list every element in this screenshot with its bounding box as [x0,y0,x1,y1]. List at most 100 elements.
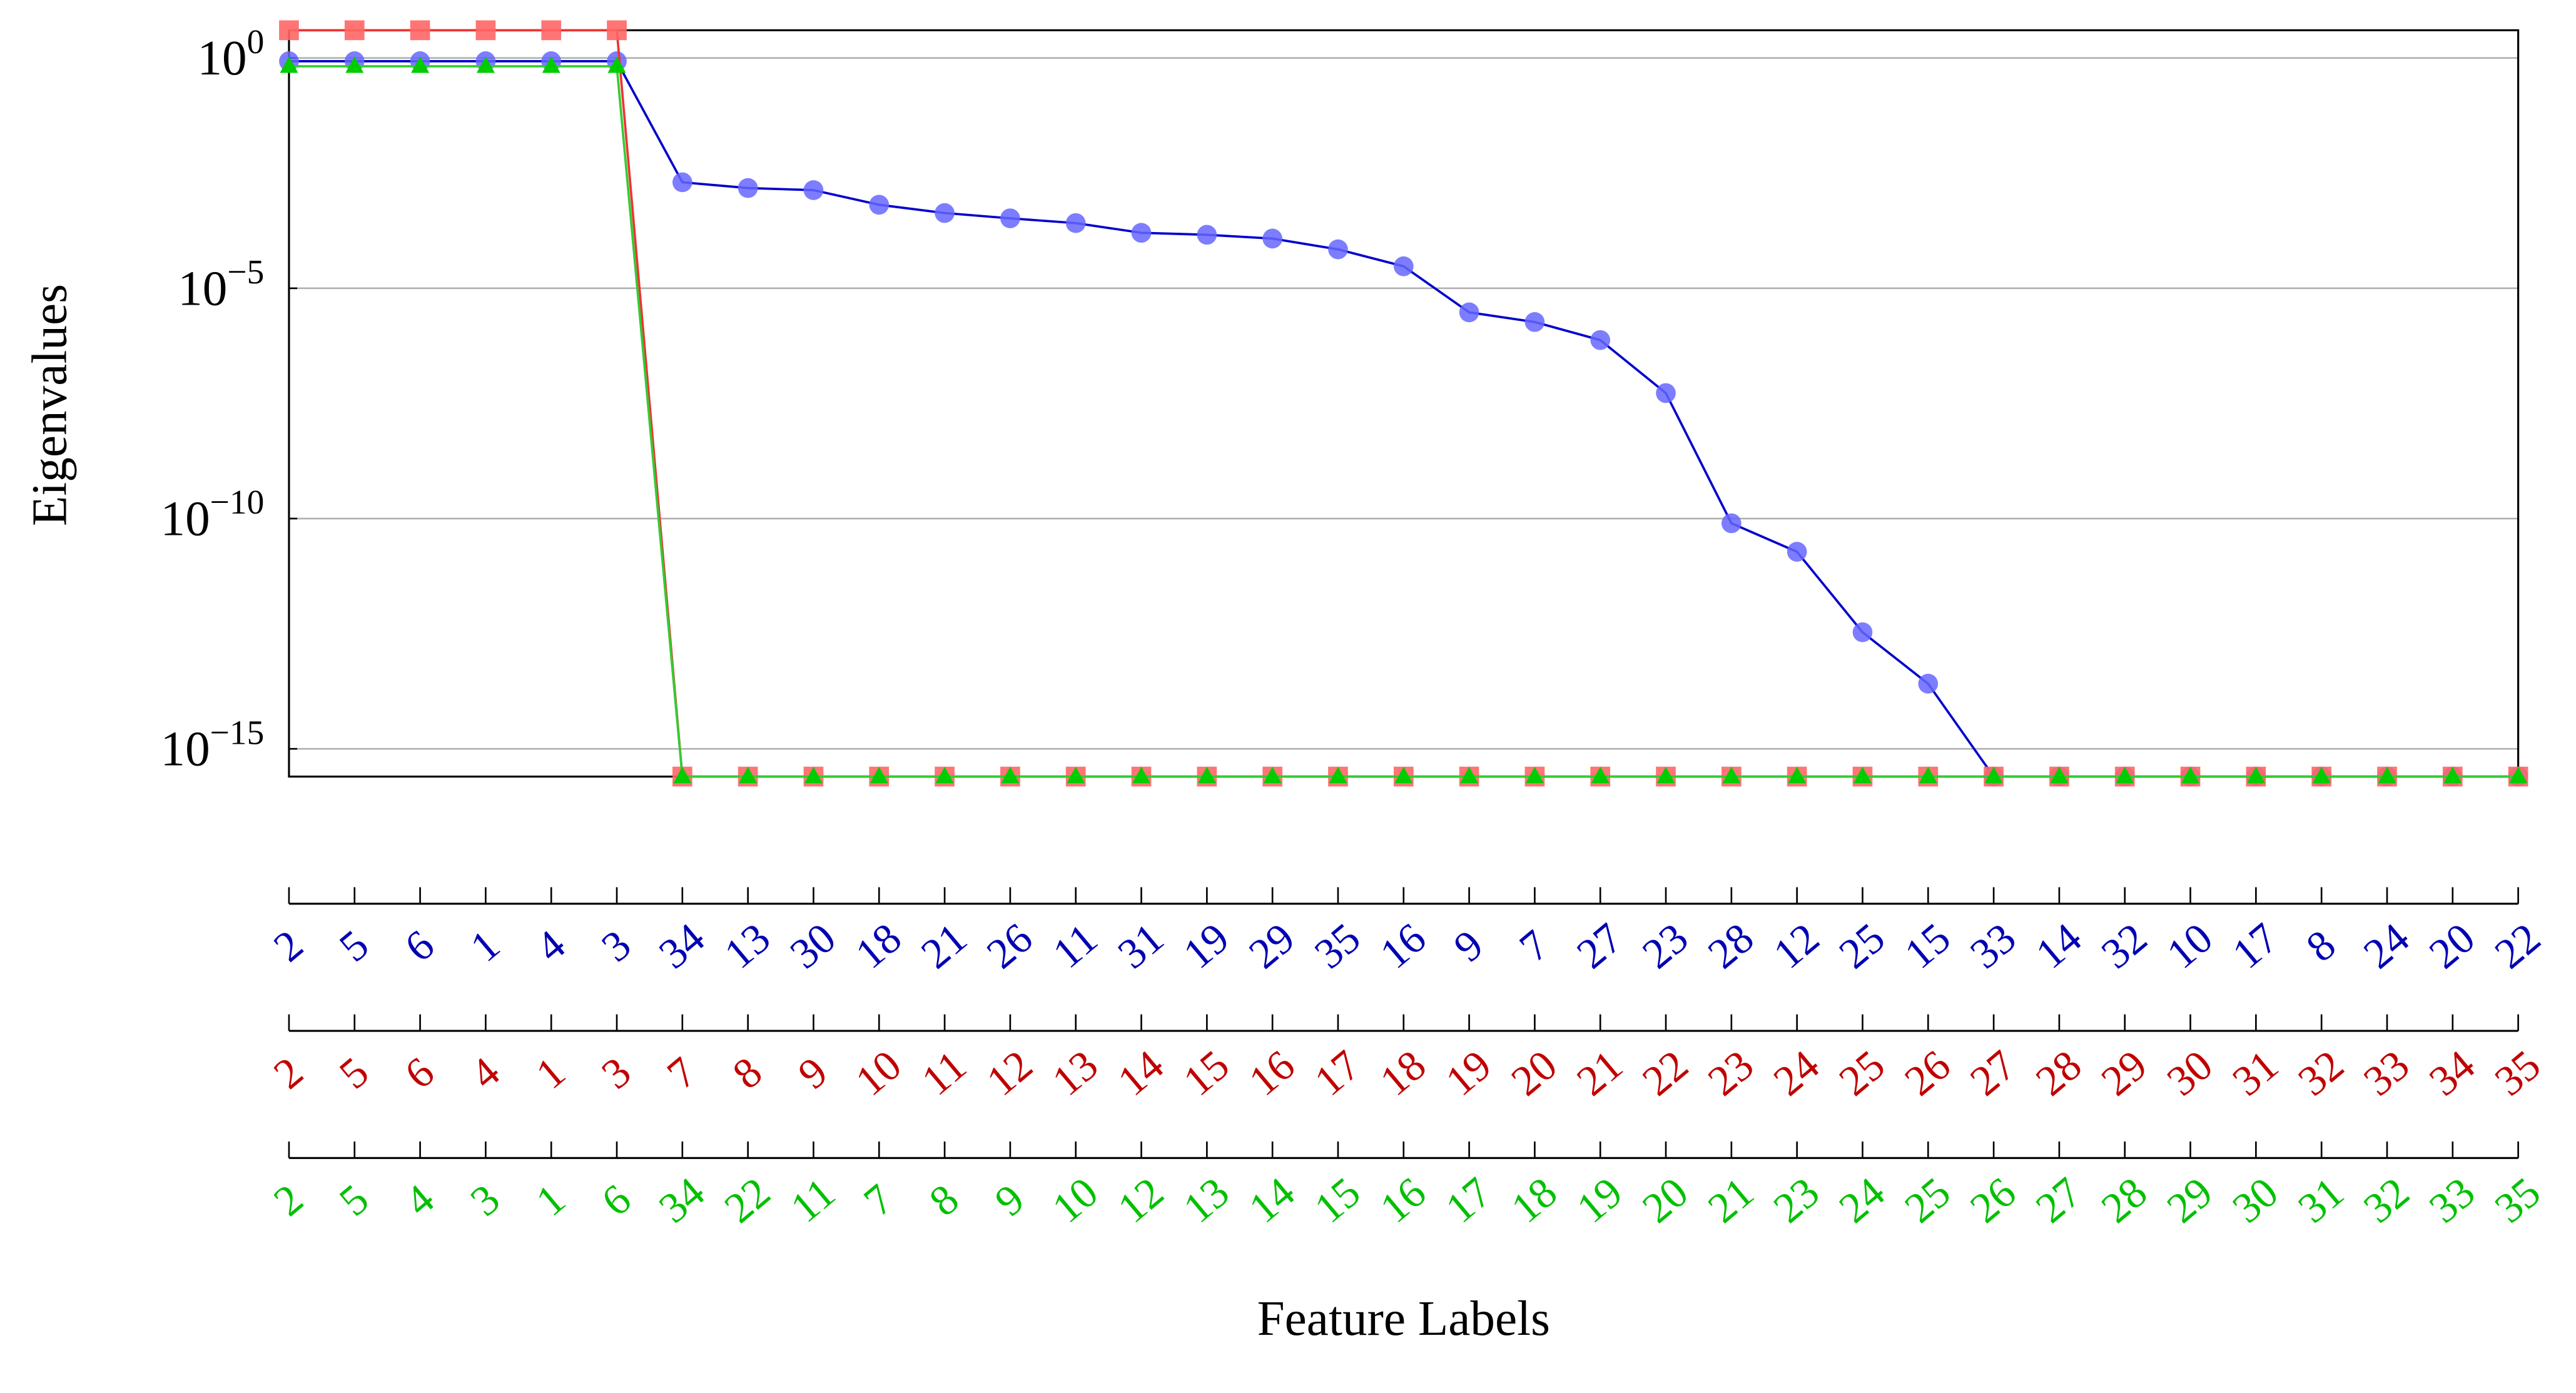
y-tick-exponent: 0 [247,23,265,61]
category-label: 31 [2223,1041,2286,1105]
data-point [2443,766,2462,784]
category-label: 11 [782,1168,844,1232]
category-label: 2 [265,921,312,971]
category-label: 35 [1306,914,1369,978]
category-label: 14 [1109,1041,1172,1105]
series-line [288,60,2518,778]
category-label: 33 [1961,914,2024,978]
y-tick-base: 10 [160,491,210,546]
category-label: 31 [2289,1168,2352,1232]
data-point [1853,766,1872,784]
category-label: 2 [265,1048,312,1098]
category-label: 32 [2289,1041,2352,1105]
category-label: 10 [1043,1168,1107,1232]
category-label: 13 [1043,1041,1107,1105]
category-label: 9 [1445,921,1492,971]
category-label: 5 [330,1175,377,1225]
category-label: 14 [1240,1168,1303,1232]
data-point [344,20,365,41]
data-point [1722,513,1742,534]
category-label: 7 [854,1175,901,1225]
data-point [345,56,364,73]
data-point [476,56,495,73]
data-point [2378,766,2396,784]
data-point [869,195,890,215]
category-label: 3 [462,1175,509,1225]
category-label: 25 [1830,1041,1894,1105]
category-label: 16 [1371,1168,1434,1232]
category-label: 29 [2158,1168,2221,1232]
data-point [935,766,954,784]
data-point [1131,223,1152,243]
data-point [673,766,692,784]
category-label: 16 [1240,1041,1303,1105]
category-label: 17 [1306,1041,1369,1105]
series-line [288,65,2518,778]
data-point [1394,766,1413,784]
category-label: 4 [527,921,574,971]
category-label: 26 [1961,1168,2024,1232]
category-label: 23 [1699,1041,1762,1105]
category-label: 10 [846,1041,910,1105]
category-label: 24 [1830,1168,1894,1232]
category-label: 22 [1633,1041,1696,1105]
data-point [1722,766,1741,784]
category-label: 12 [1109,1168,1172,1232]
category-label: 25 [1830,914,1894,978]
data-point [1525,766,1544,784]
data-point [1984,766,2003,784]
category-label: 28 [1699,914,1762,978]
category-label: 4 [462,1048,509,1098]
data-point [607,20,627,41]
category-label: 33 [2355,1041,2418,1105]
data-point [541,20,562,41]
category-label: 15 [1306,1168,1369,1232]
category-label: 14 [2027,914,2090,978]
category-label: 27 [2027,1168,2090,1232]
y-tick-exponent: −5 [227,253,264,291]
category-label: 28 [2092,1168,2156,1232]
data-point [2312,766,2331,784]
category-label: 19 [1437,1041,1500,1105]
category-label: 29 [2092,1041,2156,1105]
data-point [1918,674,1939,694]
category-label: 34 [2420,1041,2483,1105]
data-point [935,203,955,223]
data-point [410,20,430,41]
category-label: 19 [1174,914,1237,978]
data-point [738,178,758,198]
category-label: 21 [912,914,975,978]
category-label: 5 [330,1048,377,1098]
category-label: 13 [1174,1168,1237,1232]
data-point [280,56,298,73]
category-label: 21 [1699,1168,1762,1232]
category-label: 25 [1895,1168,1959,1232]
category-label: 23 [1633,914,1696,978]
category-label: 27 [1568,914,1631,978]
category-label: 1 [527,1175,574,1225]
data-point [739,766,758,784]
category-label: 32 [2355,1168,2418,1232]
category-label: 6 [396,921,443,971]
category-label: 30 [2158,1041,2221,1105]
data-point [1262,228,1282,249]
data-point [1197,766,1216,784]
y-tick-label: 100 [197,23,264,86]
y-tick-base: 10 [178,261,227,316]
category-label: 12 [978,1041,1041,1105]
category-label: 32 [2092,914,2156,978]
data-point [1197,225,1217,245]
category-label: 5 [330,921,377,971]
y-tick-label: 10−10 [160,483,264,546]
category-label: 13 [716,914,779,978]
category-label: 4 [396,1175,443,1225]
category-label: 8 [724,1048,771,1098]
category-label: 29 [1240,914,1303,978]
data-point [607,56,626,73]
data-point [475,20,496,41]
category-label: 9 [789,1048,836,1098]
data-point [2246,766,2265,784]
data-point [1591,766,1610,784]
category-label: 23 [1765,1168,1828,1232]
